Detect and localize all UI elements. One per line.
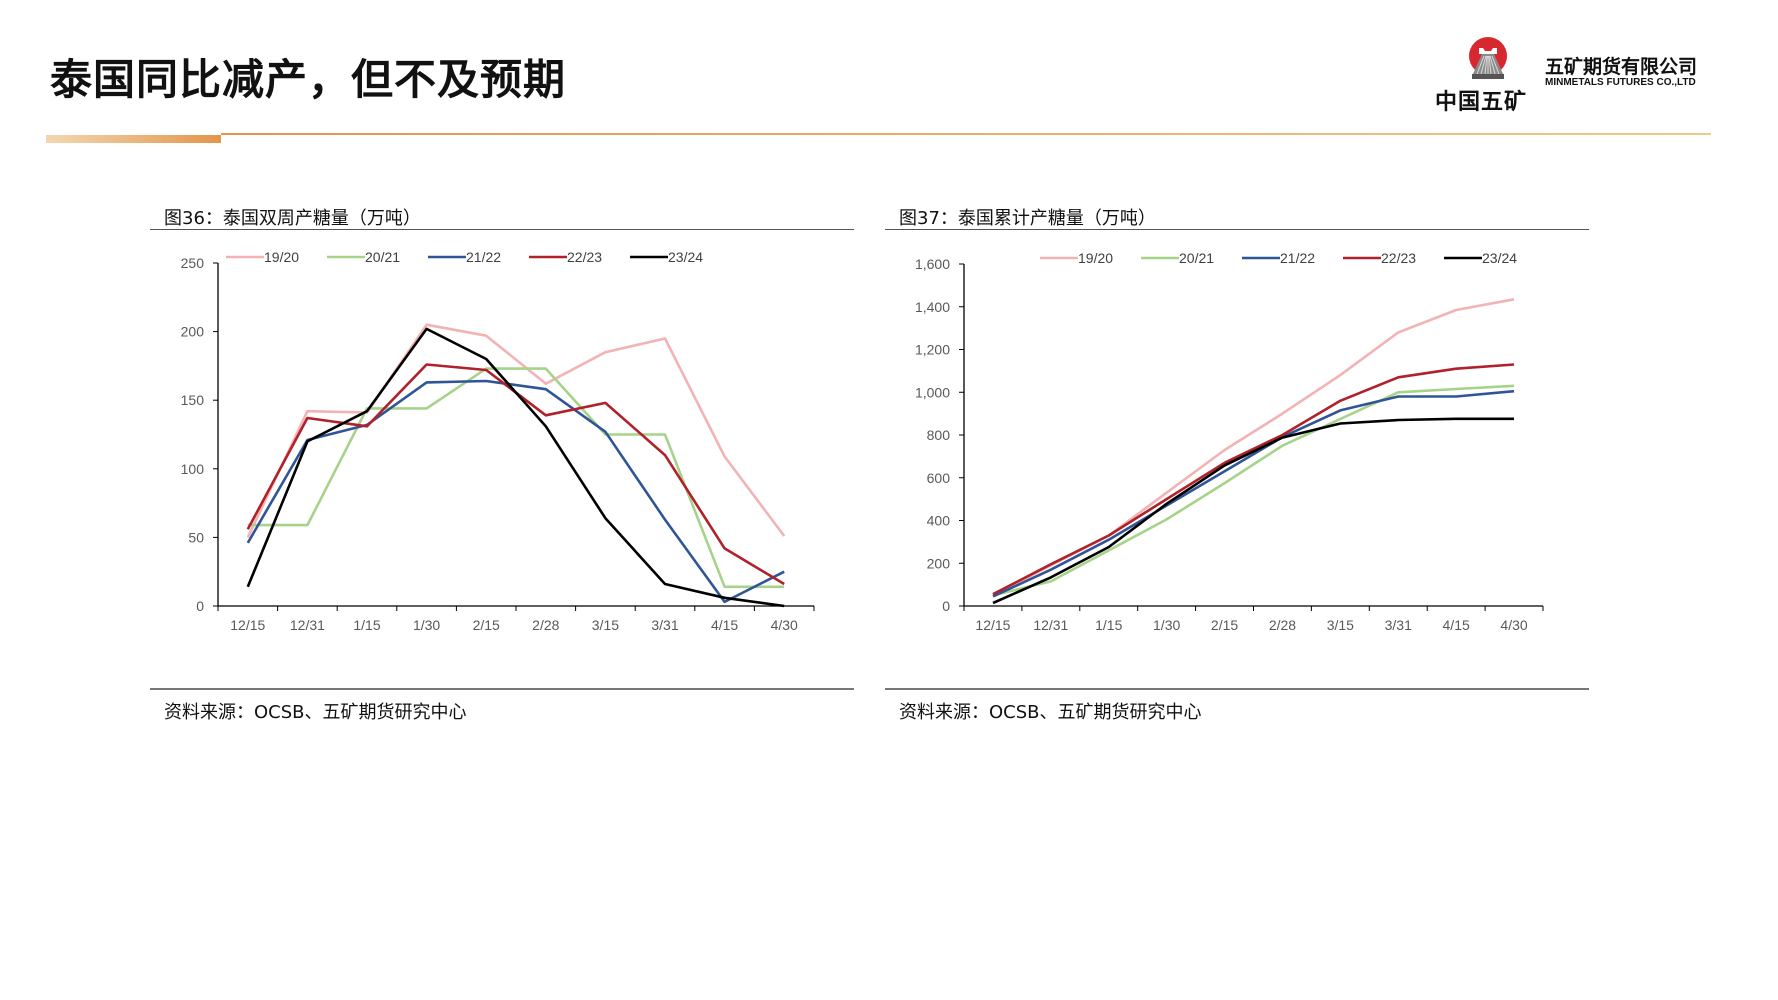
chart-title: 图36：泰国双周产糖量（万吨）: [164, 208, 421, 229]
y-tick-label: 150: [181, 392, 205, 408]
series-line-23-24: [992, 417, 1514, 605]
y-tick-label: 50: [188, 529, 204, 545]
series-line-22-23: [246, 363, 785, 586]
x-tick-label: 1/30: [413, 617, 440, 633]
source-note: 资料来源：OCSB、五矿期货研究中心: [899, 702, 1202, 723]
x-tick-label: 2/28: [1269, 617, 1296, 633]
y-tick-label: 0: [196, 598, 204, 614]
y-tick-label: 200: [181, 324, 205, 340]
x-tick-label: 12/15: [975, 617, 1010, 633]
y-tick-label: 1,400: [915, 299, 950, 315]
y-tick-label: 800: [927, 427, 951, 443]
logo-company-english-name: MINMETALS FUTURES CO.,LTD: [1545, 77, 1696, 88]
chart-panel-cumulative: 图37：泰国累计产糖量（万吨） 0 200 400 600 800 1,000 1,200 1…: [885, 196, 1589, 736]
source-rule: [150, 688, 854, 690]
y-tick-label: 600: [927, 470, 951, 486]
series-line-21-22: [246, 379, 785, 604]
cumulative-production-chart: 0 200 400 600 800 1,000 1,200 1,400 1,600 12/15 12…: [915, 250, 1544, 633]
x-tick-label: 4/30: [1500, 617, 1527, 633]
series-line-19-20: [992, 298, 1515, 597]
legend-label: 19/20: [1078, 250, 1113, 266]
y-tick-label: 1,200: [915, 342, 950, 358]
x-tick-label: 1/15: [1095, 617, 1122, 633]
series-line-21-22: [992, 389, 1515, 598]
title-rule: [885, 229, 1589, 230]
x-tick-label: 4/30: [771, 617, 798, 633]
x-tick-label: 1/15: [353, 617, 380, 633]
legend-label: 23/24: [668, 249, 703, 265]
legend-label: 22/23: [1381, 250, 1416, 266]
source-note: 资料来源：OCSB、五矿期货研究中心: [164, 702, 467, 723]
x-tick-label: 2/15: [473, 617, 500, 633]
legend-label: 21/22: [1280, 250, 1315, 266]
title-rule: [150, 229, 854, 230]
series-line-19-20: [246, 323, 786, 538]
source-rule: [885, 688, 1589, 690]
series-line-20-21: [992, 384, 1515, 597]
x-tick-label: 12/31: [290, 617, 325, 633]
x-tick-label: 2/28: [532, 617, 559, 633]
x-tick-label: 12/15: [230, 617, 265, 633]
y-tick-label: 0: [942, 598, 950, 614]
y-tick-label: 1,600: [915, 256, 950, 272]
biweekly-production-chart: 0 50 100 150 200 250 12/15 12/31 1/15 1/30 2/15 2/2…: [181, 249, 815, 633]
logo-company-name: 五矿期货有限公司: [1545, 56, 1698, 78]
y-tick-label: 1,000: [915, 384, 950, 400]
x-tick-label: 3/31: [651, 617, 678, 633]
x-tick-label: 1/30: [1153, 617, 1180, 633]
x-tick-label: 3/15: [592, 617, 619, 633]
title-accent-bar: [46, 135, 221, 143]
x-tick-label: 2/15: [1211, 617, 1238, 633]
chart-panel-biweekly: 图36：泰国双周产糖量（万吨） 0 50 100 150 200 250 12/15 12/3…: [150, 196, 854, 736]
x-tick-label: 3/31: [1385, 617, 1412, 633]
x-tick-label: 12/31: [1033, 617, 1068, 633]
chart-title: 图37：泰国累计产糖量（万吨）: [899, 208, 1156, 229]
y-tick-label: 400: [927, 513, 951, 529]
minmetals-emblem-icon: [1469, 37, 1507, 79]
y-tick-label: 200: [927, 555, 951, 571]
page-title: 泰国同比减产，但不及预期: [50, 55, 567, 104]
series-line-23-24: [246, 327, 785, 608]
x-tick-label: 4/15: [1443, 617, 1470, 633]
legend-label: 20/21: [1179, 250, 1214, 266]
series-line-22-23: [992, 363, 1515, 596]
logo-cn-short-name: 中国五矿: [1435, 90, 1528, 115]
legend-label: 19/20: [264, 249, 299, 265]
legend-label: 22/23: [567, 249, 602, 265]
x-tick-label: 3/15: [1327, 617, 1354, 633]
y-tick-label: 100: [181, 461, 205, 477]
company-logo: 中国五矿 五矿期货有限公司 MINMETALS FUTURES CO.,LTD: [1435, 32, 1715, 115]
title-divider-line: [221, 133, 1711, 135]
legend-label: 20/21: [365, 249, 400, 265]
y-tick-label: 250: [181, 255, 205, 271]
x-tick-label: 4/15: [711, 617, 738, 633]
legend-label: 21/22: [466, 249, 501, 265]
series-line-20-21: [247, 367, 785, 589]
legend-label: 23/24: [1482, 250, 1517, 266]
